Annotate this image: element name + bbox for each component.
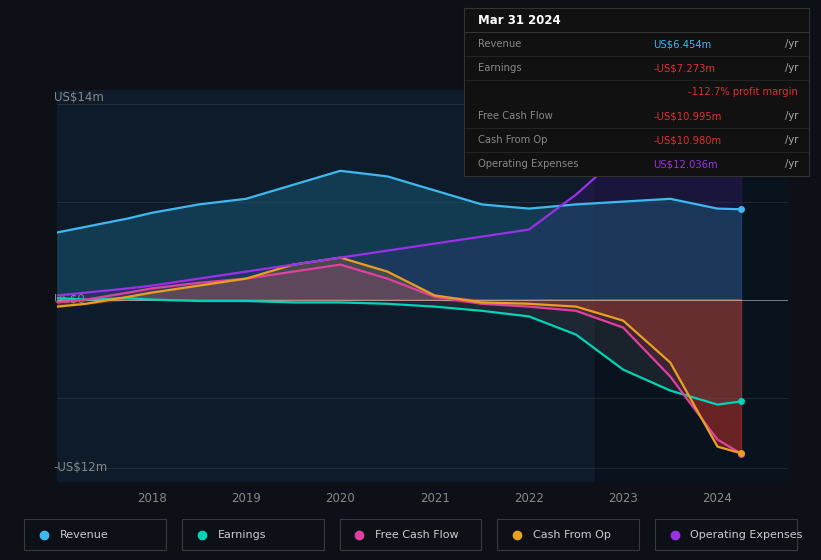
- Text: US$14m: US$14m: [54, 91, 103, 104]
- Text: Operating Expenses: Operating Expenses: [478, 160, 578, 169]
- Text: /yr: /yr: [785, 63, 798, 73]
- Text: -US$10.980m: -US$10.980m: [654, 136, 722, 146]
- Text: Earnings: Earnings: [478, 63, 521, 73]
- Text: -US$7.273m: -US$7.273m: [654, 63, 716, 73]
- Text: /yr: /yr: [785, 136, 798, 146]
- Text: Revenue: Revenue: [478, 39, 521, 49]
- Bar: [595, 90, 788, 482]
- Text: /yr: /yr: [785, 39, 798, 49]
- Text: Mar 31 2024: Mar 31 2024: [478, 14, 561, 27]
- Text: -US$12m: -US$12m: [54, 461, 108, 474]
- Text: US$12.036m: US$12.036m: [654, 160, 718, 169]
- Text: /yr: /yr: [785, 111, 798, 122]
- Text: Free Cash Flow: Free Cash Flow: [478, 111, 553, 122]
- Text: Cash From Op: Cash From Op: [478, 136, 547, 146]
- Bar: [498, 519, 639, 550]
- Text: Cash From Op: Cash From Op: [533, 530, 611, 540]
- Text: /yr: /yr: [785, 160, 798, 169]
- Text: Earnings: Earnings: [218, 530, 266, 540]
- Text: Revenue: Revenue: [60, 530, 108, 540]
- Bar: [340, 519, 481, 550]
- Text: Operating Expenses: Operating Expenses: [690, 530, 803, 540]
- Bar: [182, 519, 323, 550]
- Text: Free Cash Flow: Free Cash Flow: [375, 530, 459, 540]
- Bar: [655, 519, 796, 550]
- Text: US$0: US$0: [54, 293, 85, 306]
- Text: -112.7% profit margin: -112.7% profit margin: [689, 87, 798, 97]
- Text: US$6.454m: US$6.454m: [654, 39, 712, 49]
- Bar: [25, 519, 166, 550]
- Text: -US$10.995m: -US$10.995m: [654, 111, 722, 122]
